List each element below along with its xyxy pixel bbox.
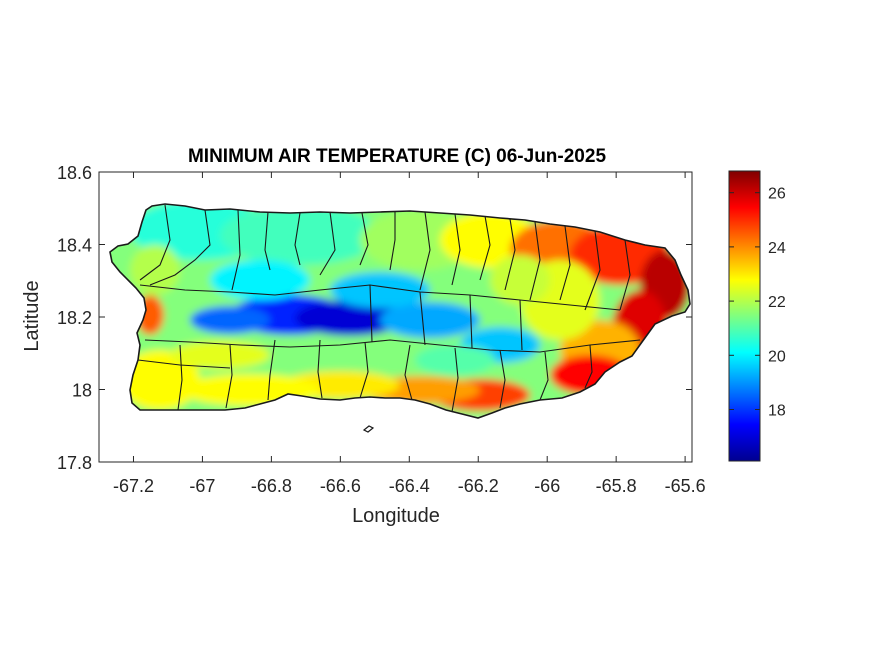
colorbar-tick-label: 26 <box>768 186 786 203</box>
islet-caja-de-muertos <box>362 425 375 433</box>
municipality-border <box>317 339 323 399</box>
municipality-border <box>137 359 231 369</box>
municipality-border <box>149 209 211 286</box>
municipality-border <box>369 284 373 343</box>
municipality-border <box>274 284 621 311</box>
y-tick-label: 18.6 <box>57 163 92 183</box>
colorbar-tick-label: 18 <box>768 403 786 420</box>
x-tick-label: -66.2 <box>458 476 499 496</box>
colorbar <box>728 170 761 462</box>
municipality-border <box>584 344 593 389</box>
municipality-border <box>539 351 549 401</box>
x-tick-label: -66.6 <box>320 476 361 496</box>
x-tick-label: -66 <box>534 476 560 496</box>
island-outline <box>109 203 691 419</box>
municipality-border <box>419 211 431 291</box>
x-tick-label: -65.6 <box>665 476 706 496</box>
y-tick-label: 18.4 <box>57 236 92 256</box>
municipality-border <box>519 299 523 351</box>
municipality-border <box>144 339 291 348</box>
municipality-border <box>139 284 276 296</box>
municipality-border <box>529 221 541 301</box>
municipality-border <box>225 344 233 409</box>
municipality-border <box>319 211 336 276</box>
x-axis-label: Longitude <box>352 505 440 527</box>
x-tick-label: -65.8 <box>596 476 637 496</box>
municipality-border <box>469 294 473 349</box>
y-tick-label: 18.2 <box>57 308 92 328</box>
municipality-border <box>289 339 641 353</box>
temperature-field <box>110 204 690 418</box>
municipality-border <box>419 291 426 346</box>
y-axis: 17.8 18 18.2 18.4 18.6 <box>57 163 692 473</box>
chart-title: MINIMUM AIR TEMPERATURE (C) 06-Jun-2025 <box>188 146 606 167</box>
colorbar-axis: 18 20 22 24 26 <box>729 186 786 420</box>
municipality-border <box>389 212 396 271</box>
colorbar-tick-label: 20 <box>768 348 786 365</box>
municipality-border <box>559 225 571 301</box>
x-tick-label: -67 <box>189 476 215 496</box>
y-axis-label: Latitude <box>21 280 43 351</box>
municipality-border <box>177 344 183 411</box>
y-tick-label: 18 <box>72 381 92 401</box>
municipality-border <box>451 213 461 286</box>
x-tick-label: -66.4 <box>389 476 430 496</box>
municipality-border <box>359 212 369 266</box>
municipality-border <box>231 209 241 291</box>
colorbar-tick-label: 22 <box>768 294 786 311</box>
municipality-border <box>584 230 601 311</box>
x-tick-label: -67.2 <box>113 476 154 496</box>
x-tick-label: -66.8 <box>251 476 292 496</box>
municipality-boundaries <box>137 204 641 413</box>
municipality-border <box>267 339 276 401</box>
y-tick-label: 17.8 <box>57 453 92 473</box>
municipality-border <box>359 341 369 399</box>
municipality-border <box>619 239 631 311</box>
municipality-border <box>451 347 459 413</box>
municipality-border <box>404 344 413 401</box>
municipality-border <box>504 218 516 291</box>
municipality-border <box>139 204 171 281</box>
colorbar-tick-label: 24 <box>768 240 786 257</box>
municipality-border <box>499 349 506 409</box>
municipality-border <box>264 211 271 271</box>
municipality-border <box>294 212 301 266</box>
x-axis: -67.2 -67 -66.8 -66.6 -66.4 -66.2 -66 -65.8 -65.… <box>113 172 706 496</box>
municipality-border <box>479 215 491 281</box>
